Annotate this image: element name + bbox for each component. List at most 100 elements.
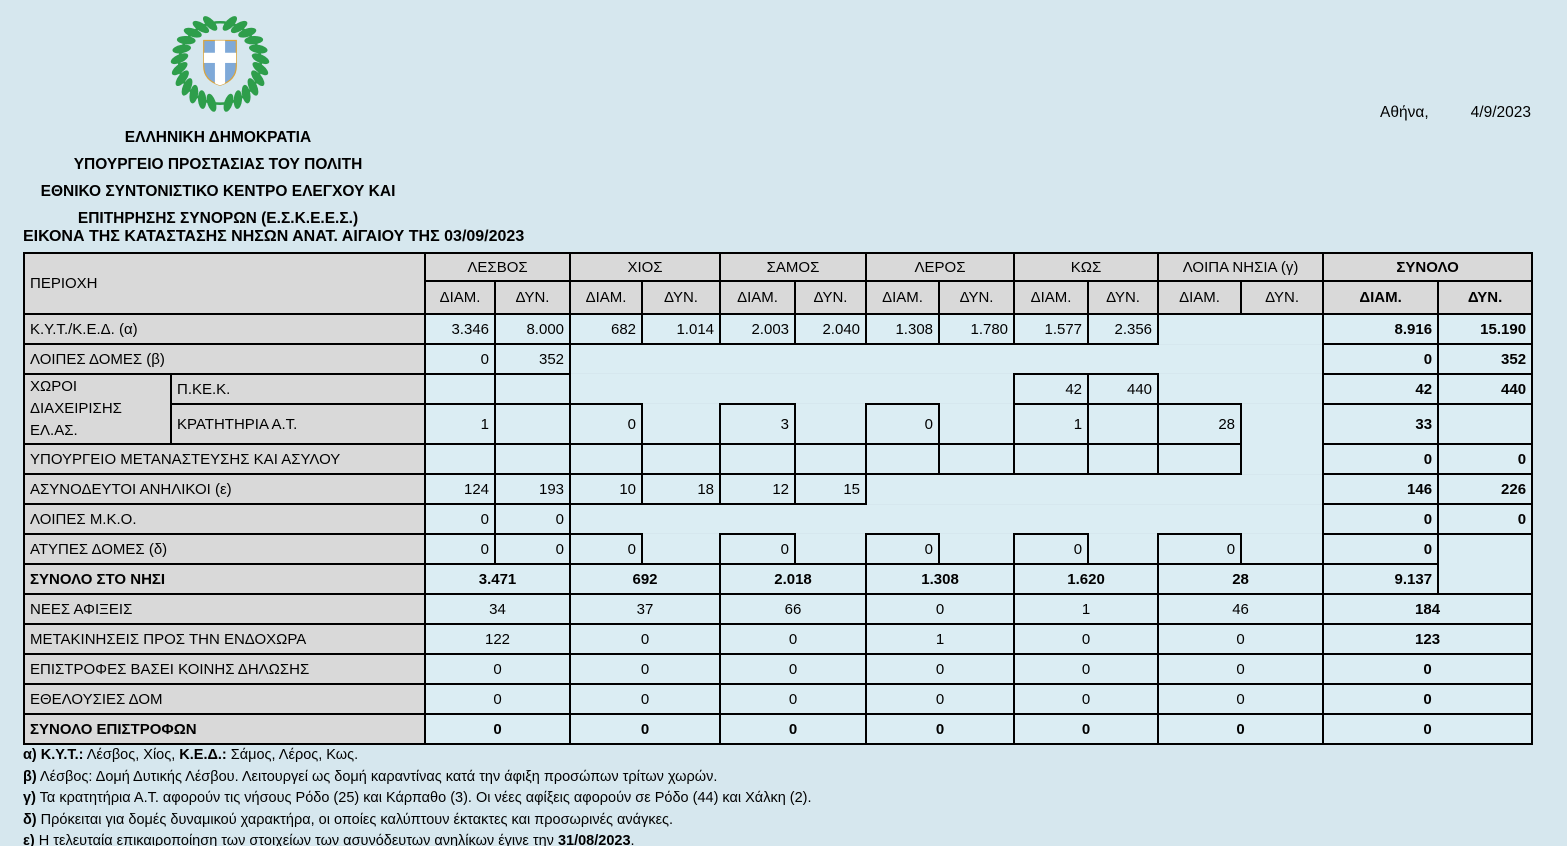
data-cell: 122 [424,623,572,655]
data-cell: 0 [569,683,722,715]
empty-cell [938,443,1016,475]
total-cell: 352 [1437,343,1534,375]
row-label: ΑΣΥΝΟΔΕΥΤΟΙ ΑΝΗΛΙΚΟΙ (ε) [22,473,427,505]
table-row-mko: ΛΟΙΠΕΣ Μ.Κ.Ο. 0 0 0 0 [22,503,1534,535]
total-cell: 8.916 [1322,313,1440,345]
empty-cell [1157,443,1243,475]
total-cell: 440 [1437,373,1534,405]
footnote-text: Σάμος, Λέρος, Κως. [226,747,359,763]
empty-cell [1241,444,1324,474]
footnote-text: β) [23,768,37,785]
empty-cell [795,534,867,564]
data-cell: 46 [1157,593,1325,625]
data-cell: 10 [569,473,644,505]
island-header: ΣΑΜΟΣ [719,252,868,282]
total-cell: 0 [1322,503,1440,535]
empty-cell [795,404,867,444]
data-cell: 0 [494,503,572,535]
empty-cell [424,373,497,405]
data-cell: 37 [569,593,722,625]
total-cell: 33 [1322,403,1440,445]
total-cell: 0 [1322,653,1534,685]
data-cell: 0 [1157,683,1325,715]
island-header: ΧΙΟΣ [569,252,722,282]
coat-of-arms-logo [168,11,272,115]
data-cell: 0 [1013,713,1160,745]
data-cell: 1.620 [1013,563,1160,595]
org-line: ΕΛΛΗΝΙΚΗ ΔΗΜΟΚΡΑΤΙΑ [124,129,312,146]
row-label: ΕΘΕΛΟΥΣΙΕΣ ΔΟΜ [22,683,427,715]
data-cell: 0 [569,713,722,745]
table-row-pkek: ΧΩΡΟΙ ΔΙΑΧΕΙΡΙΣΗΣ ΕΛ.ΑΣ. Π.ΚΕ.Κ. 42 440 … [23,373,1534,445]
data-cell: 28 [1157,403,1243,445]
data-cell: 2.356 [1087,313,1160,345]
data-cell: 1.014 [641,313,722,345]
row-label: ΛΟΙΠΕΣ ΔΟΜΕΣ (β) [22,343,427,375]
empty-cell [1241,404,1324,444]
empty-cell [1438,564,1533,594]
data-cell: 0 [424,533,497,565]
total-cell: 0 [1322,343,1440,375]
data-cell: 1 [1013,593,1160,625]
table-row-synolo-epistrofon: ΣΥΝΟΛΟ ΕΠΙΣΤΡΟΦΩΝ 0 0 0 0 0 0 0 [22,713,1534,745]
empty-cell [494,443,572,475]
total-cell: 123 [1322,623,1534,655]
data-cell: 0 [719,683,868,715]
page-title: ΕΙΚΟΝΑ ΤΗΣ ΚΑΤΑΣΤΑΣΗΣ ΝΗΣΩΝ ΑΝΑΤ. ΑΙΓΑΙΟ… [23,228,525,245]
table-row-ypourgeio: ΥΠΟΥΡΓΕΙΟ ΜΕΤΑΝΑΣΤΕΥΣΗΣ ΚΑΙ ΑΣΥΛΟΥ 0 0 [22,443,1534,475]
empty-cell [1438,404,1533,444]
subheader-dyn: ΔΥΝ. [494,280,572,315]
footnotes: α) Κ.Υ.Τ.: Λέσβος, Χίος, Κ.Ε.Δ.: Σάμος, … [23,745,812,846]
data-cell: 0 [719,623,868,655]
data-cell: 1.780 [938,313,1016,345]
data-cell: 0 [719,533,797,565]
total-cell: 0 [1322,713,1534,745]
empty-cell [719,443,797,475]
table-row-atypes: ΑΤΥΠΕΣ ΔΟΜΕΣ (δ) 0 0 0 0 0 0 0 0 [22,533,1533,565]
row-label: ΣΥΝΟΛΟ ΣΤΟ ΝΗΣΙ [22,563,427,595]
footnote-text: γ) [23,790,36,806]
island-header: ΛΟΙΠΑ ΝΗΣΙΑ (γ) [1157,252,1325,282]
data-cell: 1 [865,623,1016,655]
data-cell: 2.003 [719,313,797,345]
region-header-cell: ΠΕΡΙΟΧΗ [22,252,427,315]
subheader-diam: ΔΙΑΜ. [719,280,797,315]
footnote-text: δ) [23,811,37,828]
table-row-ethelousies: ΕΘΕΛΟΥΣΙΕΣ ΔΟΜ 0 0 0 0 0 0 0 [22,683,1534,715]
data-cell: 0 [424,653,572,685]
data-cell: 0 [865,593,1016,625]
total-cell: 0 [1322,533,1440,565]
total-cell: 0 [1437,503,1534,535]
row-label: ΜΕΤΑΚΙΝΗΣΕΙΣ ΠΡΟΣ ΤΗΝ ΕΝΔΟΧΩΡΑ [22,623,427,655]
data-cell: 124 [424,473,497,505]
data-cell: 0 [424,713,572,745]
table-row-loipes-domes: ΛΟΙΠΕΣ ΔΟΜΕΣ (β) 0 352 0 352 [22,343,1534,375]
subheader-diam: ΔΙΑΜ. [569,280,644,315]
empty-cell [1088,534,1159,564]
total-cell: 0 [1437,443,1534,475]
total-cell: 0 [1322,683,1534,715]
data-cell: 0 [1013,683,1160,715]
total-header: ΣΥΝΟΛΟ [1322,252,1534,282]
data-cell: 0 [424,503,497,535]
subheader-dyn: ΔΥΝ. [641,280,722,315]
data-cell: 12 [719,473,797,505]
empty-merged-cell [866,474,1324,504]
island-header: ΚΩΣ [1013,252,1160,282]
status-table: ΠΕΡΙΟΧΗ ΛΕΣΒΟΣ ΧΙΟΣ ΣΑΜΟΣ ΛΕΡΟΣ ΚΩΣ ΛΟΙΠ… [22,252,1534,745]
subheader-dyn: ΔΥΝ. [1240,280,1325,315]
total-cell: 0 [1322,443,1440,475]
data-cell: 0 [1157,623,1325,655]
data-cell: 0 [1157,533,1243,565]
empty-cell [642,534,721,564]
island-header: ΛΕΣΒΟΣ [424,252,572,282]
footnote-line: ε) Η τελευταία επικαιροποίηση των στοιχε… [23,831,812,846]
row-label: Κ.Υ.Τ./Κ.Ε.Δ. (α) [22,313,427,345]
total-cell: 146 [1322,473,1440,505]
data-cell: 193 [494,473,572,505]
data-cell: 1.577 [1013,313,1090,345]
table-row-epistrofes: ΕΠΙΣΤΡΟΦΕΣ ΒΑΣΕΙ ΚΟΙΝΗΣ ΔΗΛΩΣΗΣ 0 0 0 0 … [22,653,1534,685]
empty-merged-cell [570,374,1015,404]
footnote-text: α) Κ.Υ.Τ.: [23,747,84,763]
